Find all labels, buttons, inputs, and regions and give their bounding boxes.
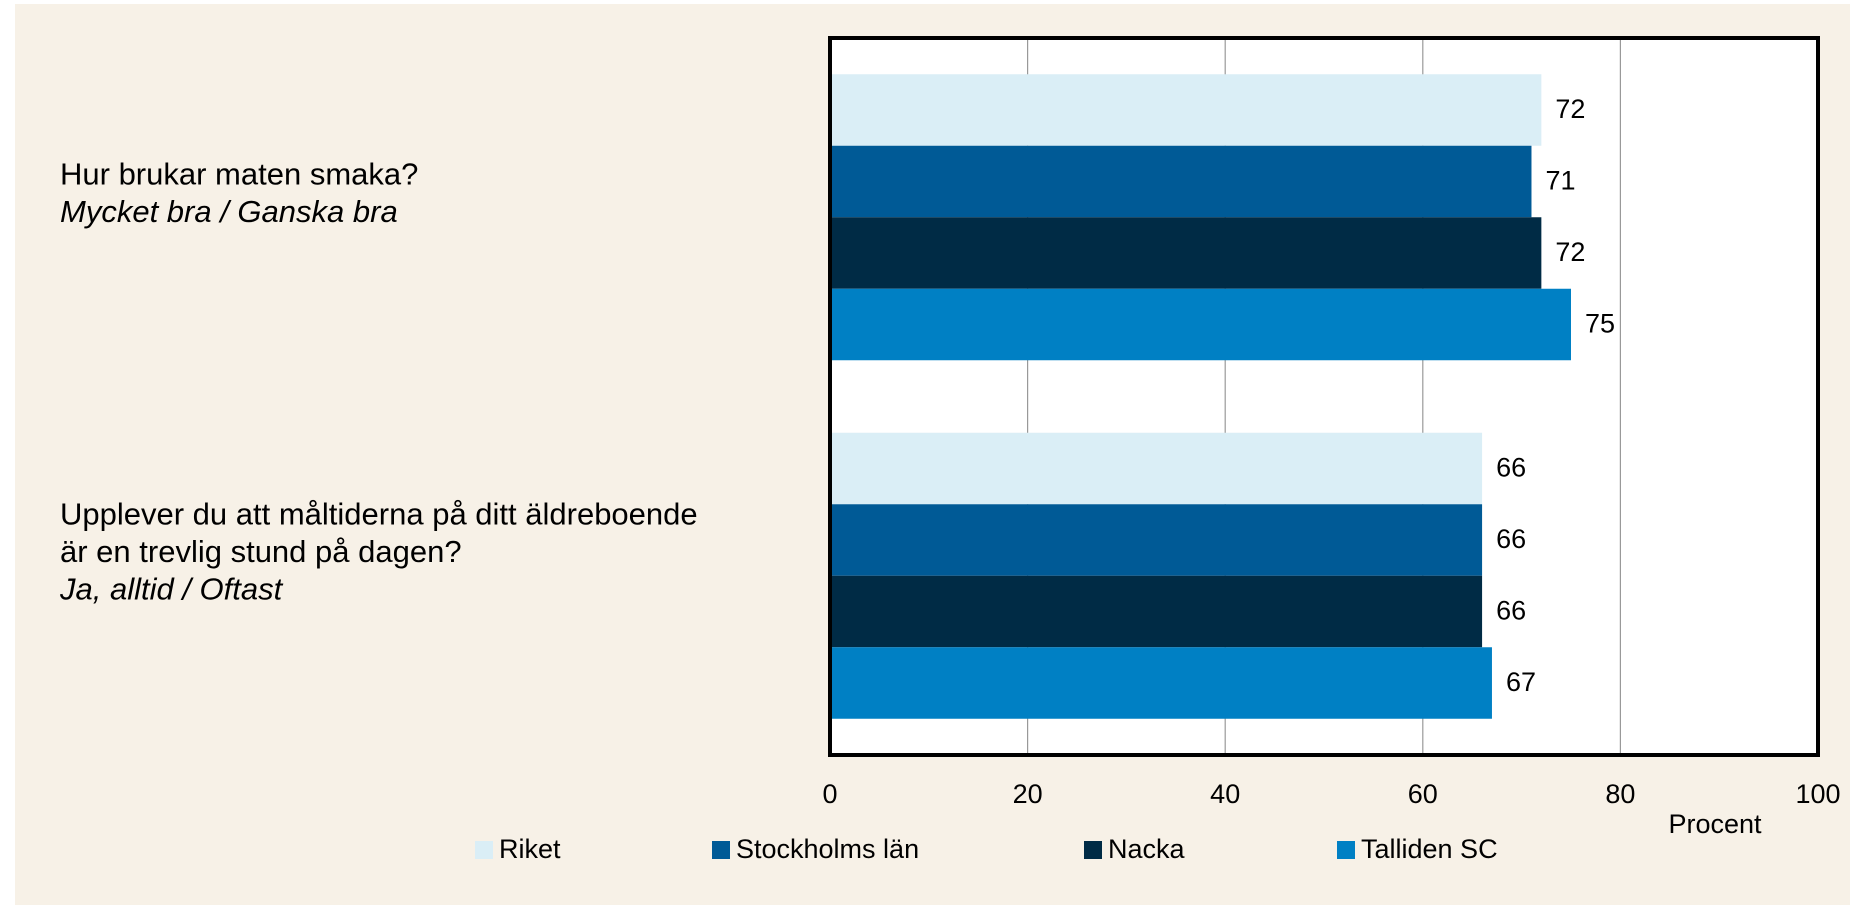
bar xyxy=(830,432,1483,505)
value-label: 66 xyxy=(1496,524,1526,554)
value-label: 72 xyxy=(1555,237,1585,267)
bar xyxy=(830,74,1542,146)
legend-swatch xyxy=(1084,841,1102,859)
value-label: 75 xyxy=(1585,309,1615,339)
value-label: 71 xyxy=(1545,166,1575,196)
bar xyxy=(830,145,1532,218)
category-label: Ja, alltid / Oftast xyxy=(59,571,284,606)
category-label: Hur brukar maten smaka? xyxy=(60,157,418,192)
bar xyxy=(830,288,1571,361)
x-tick-label: 20 xyxy=(1013,779,1043,809)
bar xyxy=(830,217,1542,289)
legend-label: Talliden SC xyxy=(1361,834,1498,864)
x-axis-label: Procent xyxy=(1668,809,1762,839)
value-label: 67 xyxy=(1506,667,1536,697)
category-label: Upplever du att måltiderna på ditt äldre… xyxy=(60,496,698,531)
category-label: är en trevlig stund på dagen? xyxy=(60,534,462,569)
x-tick-label: 80 xyxy=(1605,779,1635,809)
legend-label: Stockholms län xyxy=(736,834,919,864)
value-label: 66 xyxy=(1496,596,1526,626)
bar xyxy=(830,504,1483,576)
plot-frame xyxy=(828,36,1820,757)
legend-swatch xyxy=(1337,841,1355,859)
category-label: Mycket bra / Ganska bra xyxy=(60,194,398,229)
bar xyxy=(830,647,1492,719)
x-tick-label: 0 xyxy=(822,779,837,809)
value-label: 66 xyxy=(1496,453,1526,483)
x-tick-label: 100 xyxy=(1795,779,1840,809)
legend-swatch xyxy=(475,841,493,859)
legend-swatch xyxy=(712,841,730,859)
value-label: 72 xyxy=(1555,94,1585,124)
bar xyxy=(830,575,1483,648)
legend-label: Riket xyxy=(499,834,561,864)
x-tick-label: 40 xyxy=(1210,779,1240,809)
x-tick-label: 60 xyxy=(1408,779,1438,809)
legend-label: Nacka xyxy=(1108,834,1186,864)
